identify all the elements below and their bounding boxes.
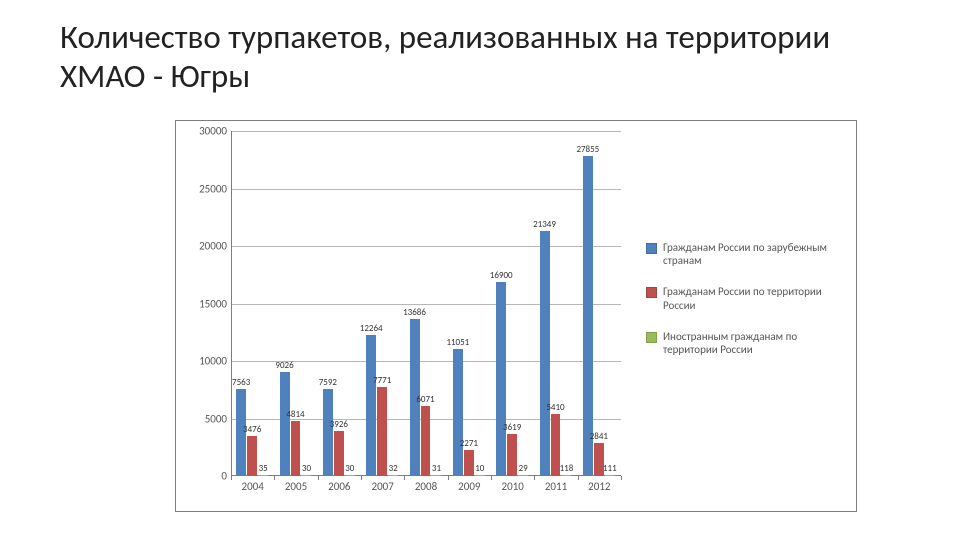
legend-item: Гражданам России по территории России	[646, 285, 846, 311]
bar-series-0: 27855	[583, 156, 593, 476]
bar-value-label: 6071	[416, 394, 434, 405]
bar-value-label: 35	[259, 463, 268, 474]
bar-series-1: 3926	[334, 431, 344, 476]
x-tick-label: 2004	[242, 476, 264, 493]
bar-value-label: 7563	[232, 377, 250, 388]
legend-label: Гражданам России по зарубежным странам	[663, 241, 846, 267]
bar-value-label: 5410	[546, 402, 564, 413]
bar-value-label: 27855	[576, 144, 599, 155]
bar-value-label: 12264	[360, 323, 383, 334]
bar-value-label: 3476	[243, 424, 261, 435]
bar-series-0: 11051	[453, 349, 463, 476]
bar-series-0: 21349	[540, 231, 550, 477]
bar-value-label: 9026	[275, 360, 293, 371]
bar-series-1: 2271	[464, 450, 474, 476]
bar-value-label: 7771	[373, 375, 391, 386]
bar-series-1: 3476	[247, 436, 257, 476]
bar-series-1: 7771	[377, 387, 387, 476]
bar-value-label: 21349	[533, 219, 556, 230]
legend-swatch	[646, 332, 657, 343]
bar-series-1: 4814	[291, 421, 301, 476]
bar-series-0: 16900	[496, 282, 506, 476]
bar-value-label: 11051	[446, 337, 469, 348]
bar-series-0: 7592	[323, 389, 333, 476]
bar-value-label: 2271	[460, 438, 478, 449]
page-title: Количество турпакетов, реализованных на …	[60, 18, 920, 96]
bar-value-label: 16900	[490, 270, 513, 281]
x-tick-label: 2007	[372, 476, 394, 493]
y-tick-label: 20000	[199, 240, 231, 253]
bar-value-label: 13686	[403, 307, 426, 318]
x-tick-label: 2012	[588, 476, 610, 493]
bar-value-label: 29	[519, 463, 528, 474]
bar-value-label: 7592	[319, 377, 337, 388]
x-tick-label: 2009	[458, 476, 480, 493]
plot-area: 050001000015000200002500030000 756334763…	[231, 131, 621, 476]
legend-item: Гражданам России по зарубежным странам	[646, 241, 846, 267]
bar-series-0: 9026	[280, 372, 290, 476]
bar-value-label: 31	[432, 463, 441, 474]
y-tick-label: 15000	[199, 297, 231, 310]
bar-value-label: 4814	[286, 409, 304, 420]
legend-label: Гражданам России по территории России	[663, 285, 846, 311]
x-tick-label: 2010	[502, 476, 524, 493]
bar-value-label: 111	[603, 463, 617, 474]
bar-value-label: 3619	[503, 422, 521, 433]
legend-item: Иностранным гражданам по территории Росс…	[646, 330, 846, 356]
bar-series-0: 12264	[366, 335, 376, 476]
bar-value-label: 10	[475, 463, 484, 474]
legend: Гражданам России по зарубежным странам Гр…	[646, 241, 846, 374]
bar-value-label: 30	[345, 463, 354, 474]
bar-value-label: 30	[302, 463, 311, 474]
y-tick-label: 30000	[199, 125, 231, 138]
bar-value-label: 2841	[590, 431, 608, 442]
legend-label: Иностранным гражданам по территории Росс…	[663, 330, 846, 356]
chart-container: 050001000015000200002500030000 756334763…	[175, 120, 857, 512]
bar-series-1: 6071	[421, 406, 431, 476]
bar-series-1: 3619	[507, 434, 517, 476]
y-tick-label: 5000	[205, 412, 231, 425]
y-tick-label: 0	[221, 470, 231, 483]
x-tick-label: 2005	[285, 476, 307, 493]
bar-value-label: 32	[389, 463, 398, 474]
bar-value-label: 3926	[330, 419, 348, 430]
x-tick-label: 2006	[328, 476, 350, 493]
legend-swatch	[646, 287, 657, 298]
y-tick-label: 25000	[199, 182, 231, 195]
bar-value-label: 118	[560, 463, 574, 474]
x-tick-label: 2011	[545, 476, 567, 493]
x-tick-label: 2008	[415, 476, 437, 493]
legend-swatch	[646, 243, 657, 254]
y-tick-label: 10000	[199, 355, 231, 368]
